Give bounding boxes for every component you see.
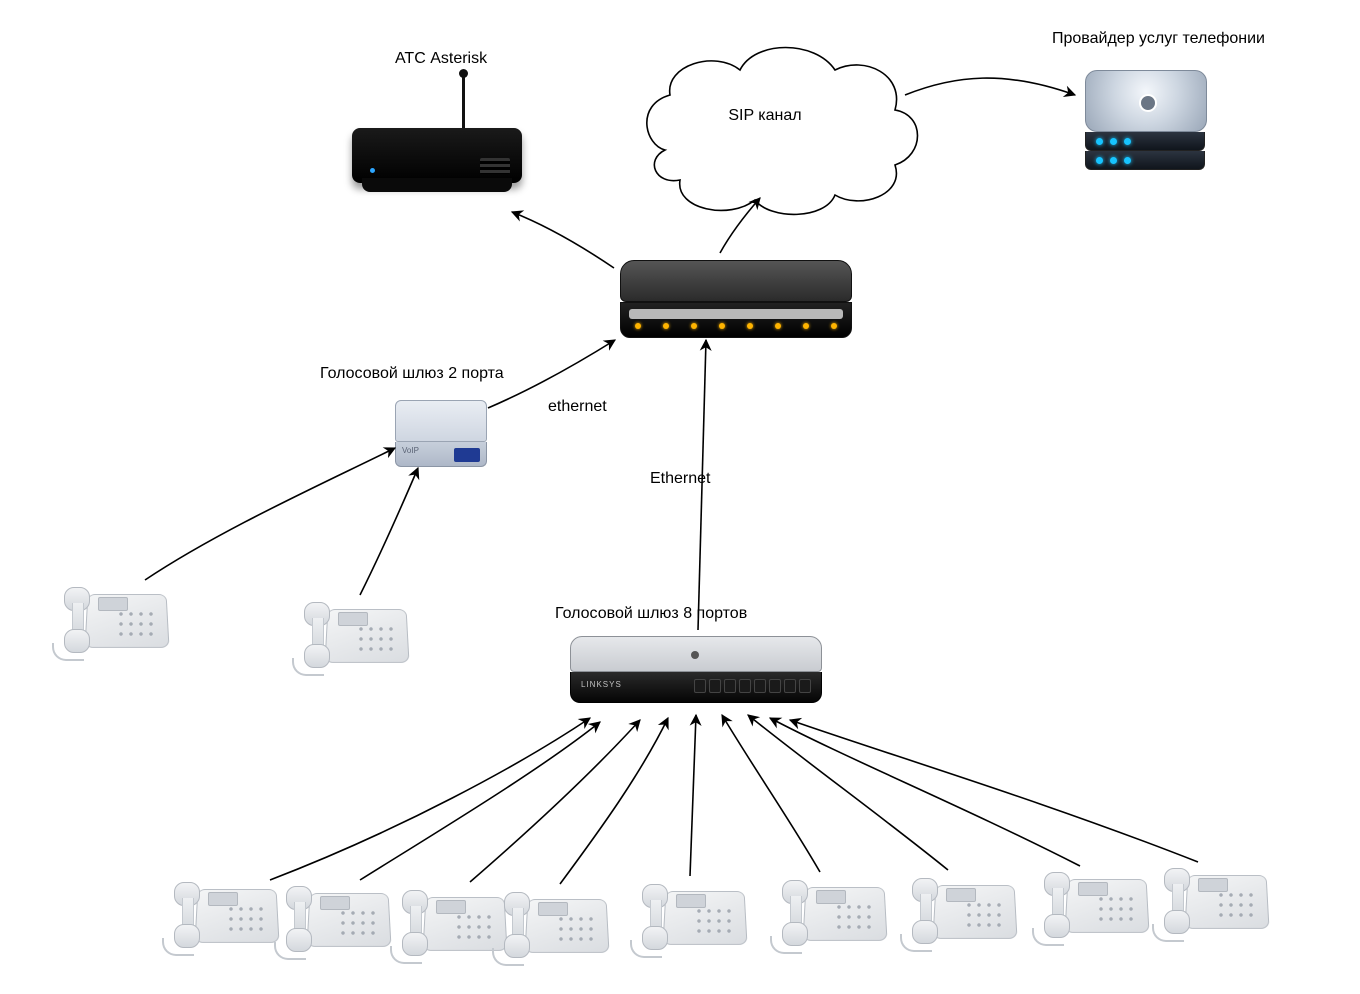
edge [145,448,395,580]
ata2-label: Голосовой шлюз 2 порта [320,365,504,383]
pbx-label: АТС Asterisk [395,50,487,68]
cloud-label: SIP канал [728,107,801,124]
pbx-appliance [352,128,522,198]
edge [512,212,614,268]
provider-server [1085,70,1205,170]
desk-phone [908,876,1018,946]
edge [560,718,668,884]
edge [770,718,1080,866]
desk-phone [500,890,610,960]
edge [360,722,600,880]
desk-phone [638,882,748,952]
edge [470,720,640,882]
edge [690,715,696,876]
ethernet-switch [620,260,850,338]
edge [270,718,590,880]
desk-phone [1160,866,1270,936]
edge [748,715,948,870]
edge [790,720,1198,862]
desk-phone [1040,870,1150,940]
desk-phone [300,600,410,670]
sip-cloud: SIP канал [647,48,918,215]
edge [905,78,1075,95]
desk-phone [778,878,888,948]
voice-gateway-2: VoIP [395,400,485,467]
edge [722,715,820,872]
voice-gateway-8: LINKSYS [570,636,820,703]
edge-label-ethernet-big: Ethernet [650,470,710,488]
ata8-label: Голосовой шлюз 8 портов [555,605,747,623]
desk-phone [60,585,170,655]
edge [360,468,418,595]
desk-phone [170,880,280,950]
edge-label-ethernet-small: ethernet [548,398,607,416]
desk-phone [282,884,392,954]
provider-label: Провайдер услуг телефонии [1052,30,1265,48]
edge [720,198,760,253]
